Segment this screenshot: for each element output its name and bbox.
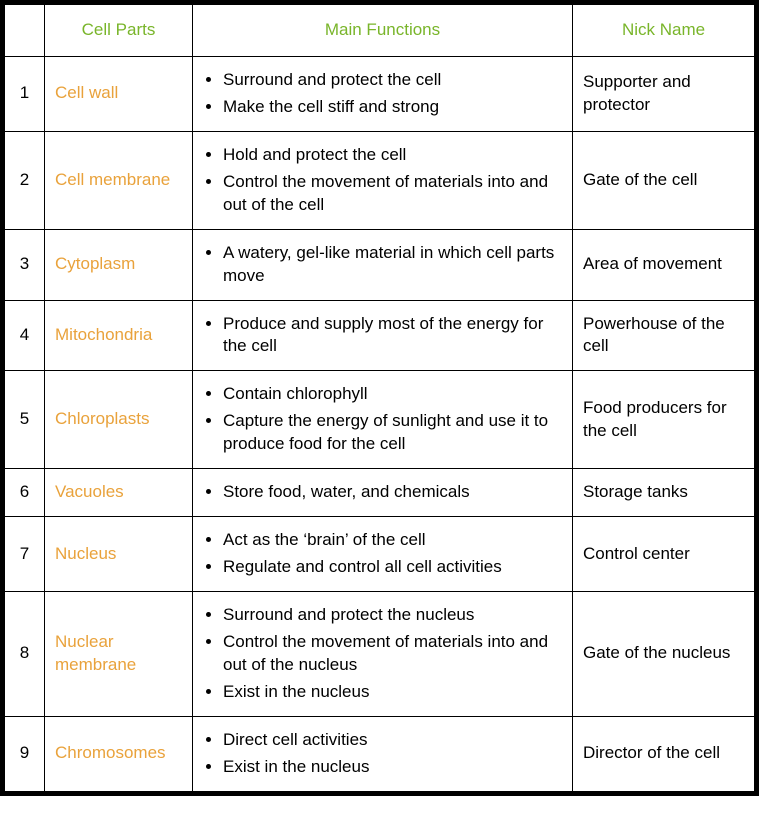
nick-name: Supporter and protector <box>573 56 755 131</box>
main-functions: Store food, water, and chemicals <box>193 469 573 517</box>
main-functions: Act as the ‘brain’ of the cellRegulate a… <box>193 517 573 592</box>
col-header-cell-parts: Cell Parts <box>45 5 193 57</box>
functions-list: Contain chlorophyllCapture the energy of… <box>203 381 562 458</box>
row-number: 4 <box>5 300 45 371</box>
table-body: 1Cell wallSurround and protect the cellM… <box>5 56 755 791</box>
functions-list: A watery, gel-like material in which cel… <box>203 240 562 290</box>
function-item: Exist in the nucleus <box>223 754 562 781</box>
cell-part-name: Vacuoles <box>45 469 193 517</box>
nick-name: Control center <box>573 517 755 592</box>
row-number: 2 <box>5 131 45 229</box>
nick-name: Area of movement <box>573 229 755 300</box>
table-row: 3Cytoplasm A watery, gel-like material in… <box>5 229 755 300</box>
cell-part-name: Chloroplasts <box>45 371 193 469</box>
main-functions: Contain chlorophyllCapture the energy of… <box>193 371 573 469</box>
main-functions: Produce and supply most of the energy fo… <box>193 300 573 371</box>
nick-name: Gate of the nucleus <box>573 592 755 717</box>
nick-name: Powerhouse of the cell <box>573 300 755 371</box>
table-row: 1Cell wallSurround and protect the cellM… <box>5 56 755 131</box>
cell-parts-table-container: Cell Parts Main Functions Nick Name 1Cel… <box>0 0 759 796</box>
functions-list: Surround and protect the nucleusControl … <box>203 602 562 706</box>
row-number: 5 <box>5 371 45 469</box>
main-functions: A watery, gel-like material in which cel… <box>193 229 573 300</box>
col-header-nick-name: Nick Name <box>573 5 755 57</box>
function-item: Direct cell activities <box>223 727 562 754</box>
cell-part-name: Nucleus <box>45 517 193 592</box>
cell-part-name: Mitochondria <box>45 300 193 371</box>
row-number: 1 <box>5 56 45 131</box>
function-item: Regulate and control all cell activities <box>223 554 562 581</box>
main-functions: Surround and protect the nucleusControl … <box>193 592 573 717</box>
row-number: 3 <box>5 229 45 300</box>
function-item: Exist in the nucleus <box>223 679 562 706</box>
cell-part-name: Cell membrane <box>45 131 193 229</box>
table-row: 6Vacuoles Store food, water, and chemical… <box>5 469 755 517</box>
col-header-main-functions: Main Functions <box>193 5 573 57</box>
function-item: A watery, gel-like material in which cel… <box>223 240 562 290</box>
row-number: 9 <box>5 716 45 791</box>
main-functions: Hold and protect the cellControl the mov… <box>193 131 573 229</box>
row-number: 6 <box>5 469 45 517</box>
nick-name: Food producers for the cell <box>573 371 755 469</box>
function-item: Control the movement of materials into a… <box>223 169 562 219</box>
functions-list: Surround and protect the cellMake the ce… <box>203 67 562 121</box>
function-item: Surround and protect the nucleus <box>223 602 562 629</box>
cell-part-name: Nuclear membrane <box>45 592 193 717</box>
functions-list: Act as the ‘brain’ of the cellRegulate a… <box>203 527 562 581</box>
function-item: Produce and supply most of the energy fo… <box>223 311 562 361</box>
nick-name: Storage tanks <box>573 469 755 517</box>
functions-list: Store food, water, and chemicals <box>203 479 562 506</box>
table-row: 9ChromosomesDirect cell activitiesExist … <box>5 716 755 791</box>
function-item: Control the movement of materials into a… <box>223 629 562 679</box>
table-row: 8Nuclear membraneSurround and protect th… <box>5 592 755 717</box>
cell-part-name: Cell wall <box>45 56 193 131</box>
cell-parts-table: Cell Parts Main Functions Nick Name 1Cel… <box>4 4 755 792</box>
nick-name: Director of the cell <box>573 716 755 791</box>
cell-part-name: Cytoplasm <box>45 229 193 300</box>
function-item: Store food, water, and chemicals <box>223 479 562 506</box>
functions-list: Direct cell activitiesExist in the nucle… <box>203 727 562 781</box>
functions-list: Hold and protect the cellControl the mov… <box>203 142 562 219</box>
table-header-row: Cell Parts Main Functions Nick Name <box>5 5 755 57</box>
function-item: Contain chlorophyll <box>223 381 562 408</box>
function-item: Capture the energy of sunlight and use i… <box>223 408 562 458</box>
nick-name: Gate of the cell <box>573 131 755 229</box>
table-row: 4Mitochondria Produce and supply most of … <box>5 300 755 371</box>
table-row: 2Cell membraneHold and protect the cellC… <box>5 131 755 229</box>
table-row: 7NucleusAct as the ‘brain’ of the cellRe… <box>5 517 755 592</box>
function-item: Act as the ‘brain’ of the cell <box>223 527 562 554</box>
function-item: Surround and protect the cell <box>223 67 562 94</box>
functions-list: Produce and supply most of the energy fo… <box>203 311 562 361</box>
row-number: 8 <box>5 592 45 717</box>
col-header-number <box>5 5 45 57</box>
table-row: 5ChloroplastsContain chlorophyllCapture … <box>5 371 755 469</box>
row-number: 7 <box>5 517 45 592</box>
function-item: Make the cell stiff and strong <box>223 94 562 121</box>
main-functions: Surround and protect the cellMake the ce… <box>193 56 573 131</box>
cell-part-name: Chromosomes <box>45 716 193 791</box>
main-functions: Direct cell activitiesExist in the nucle… <box>193 716 573 791</box>
function-item: Hold and protect the cell <box>223 142 562 169</box>
